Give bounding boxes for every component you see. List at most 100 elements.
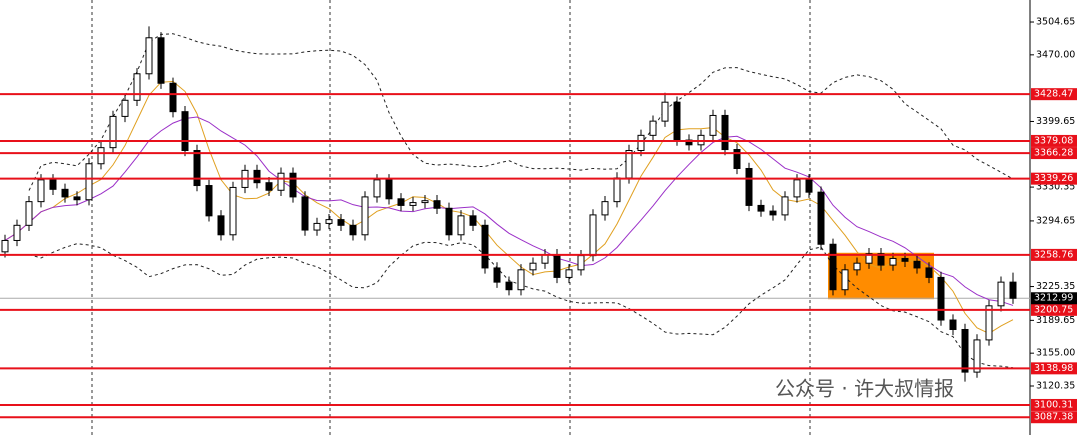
candle-body xyxy=(985,305,993,341)
level-label-box xyxy=(1031,147,1077,160)
candle-body xyxy=(289,172,297,198)
level-label-box xyxy=(1031,248,1077,261)
candle-body xyxy=(637,134,645,151)
candle-body xyxy=(877,253,885,266)
candle-body xyxy=(625,149,633,179)
level-label-box xyxy=(1031,362,1077,375)
level-label-box xyxy=(1031,303,1077,316)
candle-body xyxy=(649,120,657,136)
candle-body xyxy=(733,149,741,169)
level-label: 3087.38 xyxy=(1034,412,1073,423)
candle-body xyxy=(601,201,609,216)
last-price-label: 3212.99 xyxy=(1034,293,1073,304)
level-label: 3339.26 xyxy=(1034,173,1073,184)
candle-body xyxy=(61,188,69,198)
candle-body xyxy=(961,328,969,373)
moving-average xyxy=(4,116,1014,306)
candle-body xyxy=(169,82,177,113)
candle-body xyxy=(661,101,669,122)
candle-body xyxy=(481,224,489,269)
level-label: 3200.75 xyxy=(1034,304,1073,315)
candle-body xyxy=(469,215,477,226)
candle-body xyxy=(565,269,573,278)
candle-body xyxy=(133,73,141,101)
candle-body xyxy=(841,269,849,291)
candle-body xyxy=(205,185,213,217)
candle-body xyxy=(265,182,273,191)
candle-body xyxy=(949,319,957,330)
time-grid xyxy=(91,0,811,435)
level-label: 3258.76 xyxy=(1034,249,1073,260)
candle-body xyxy=(373,179,381,198)
candle-body xyxy=(301,196,309,231)
level-label-box xyxy=(1031,398,1077,411)
level-label: 3138.98 xyxy=(1034,363,1073,374)
candle-body xyxy=(277,172,285,191)
candle-body xyxy=(361,196,369,236)
candle-body xyxy=(517,269,525,291)
candle-body xyxy=(745,167,753,206)
candle-body xyxy=(97,147,105,165)
candle-body xyxy=(37,179,45,203)
candle-body xyxy=(397,198,405,206)
bollinger-upper xyxy=(28,33,1014,191)
level-label: 3428.47 xyxy=(1034,89,1073,100)
candle-body xyxy=(541,254,549,264)
candle-body xyxy=(793,179,801,198)
candle-body xyxy=(181,111,189,151)
candle-body xyxy=(589,214,597,257)
candle-body xyxy=(157,37,165,84)
candle-body xyxy=(73,196,81,201)
level-label-box xyxy=(1031,411,1077,424)
level-label: 3379.08 xyxy=(1034,135,1073,146)
y-tick-label: 3155.00 xyxy=(1036,348,1075,359)
candle-body xyxy=(49,179,57,190)
candle-body xyxy=(577,255,585,271)
candle-body xyxy=(109,115,117,149)
level-label-box xyxy=(1031,172,1077,185)
candle-body xyxy=(25,201,33,226)
candle-body xyxy=(889,257,897,266)
candle-body xyxy=(853,262,861,271)
level-label: 3366.28 xyxy=(1034,148,1073,159)
candle-body xyxy=(121,99,129,117)
candle-body xyxy=(973,339,981,373)
y-tick-label: 3189.65 xyxy=(1036,315,1075,326)
candle-body xyxy=(85,163,93,201)
y-tick-label: 3120.35 xyxy=(1036,380,1075,391)
y-tick-label: 3399.65 xyxy=(1036,116,1075,127)
watermark: 公众号 · 许大叔情报 xyxy=(775,377,954,401)
candle-body xyxy=(145,37,153,75)
candle-body xyxy=(349,224,357,236)
candle-body xyxy=(421,200,429,204)
y-tick-label: 3470.00 xyxy=(1036,49,1075,60)
candle-body xyxy=(997,281,1005,307)
candle-body xyxy=(253,169,261,184)
candle-body xyxy=(721,114,729,151)
candle-body xyxy=(673,101,681,141)
candle-body xyxy=(409,202,417,206)
candle-body xyxy=(385,179,393,200)
candle-body xyxy=(613,177,621,203)
candle-body xyxy=(901,257,909,262)
candle-body xyxy=(193,149,201,187)
y-tick-label: 3504.65 xyxy=(1036,17,1075,28)
level-label-box xyxy=(1031,88,1077,101)
level-label-box xyxy=(1031,134,1077,147)
y-tick-label: 3225.35 xyxy=(1036,281,1075,292)
candle-body xyxy=(1009,281,1017,299)
candle-body xyxy=(433,200,441,209)
candle-body xyxy=(817,191,825,245)
candle-body xyxy=(709,114,717,136)
candle-body xyxy=(493,267,501,283)
candle-body xyxy=(805,179,813,193)
candle-body xyxy=(925,267,933,278)
candle-body xyxy=(457,215,465,236)
candle-body xyxy=(1,239,9,253)
y-tick-label: 3294.65 xyxy=(1036,215,1075,226)
candle-body xyxy=(769,210,777,216)
candle-body xyxy=(229,186,237,236)
